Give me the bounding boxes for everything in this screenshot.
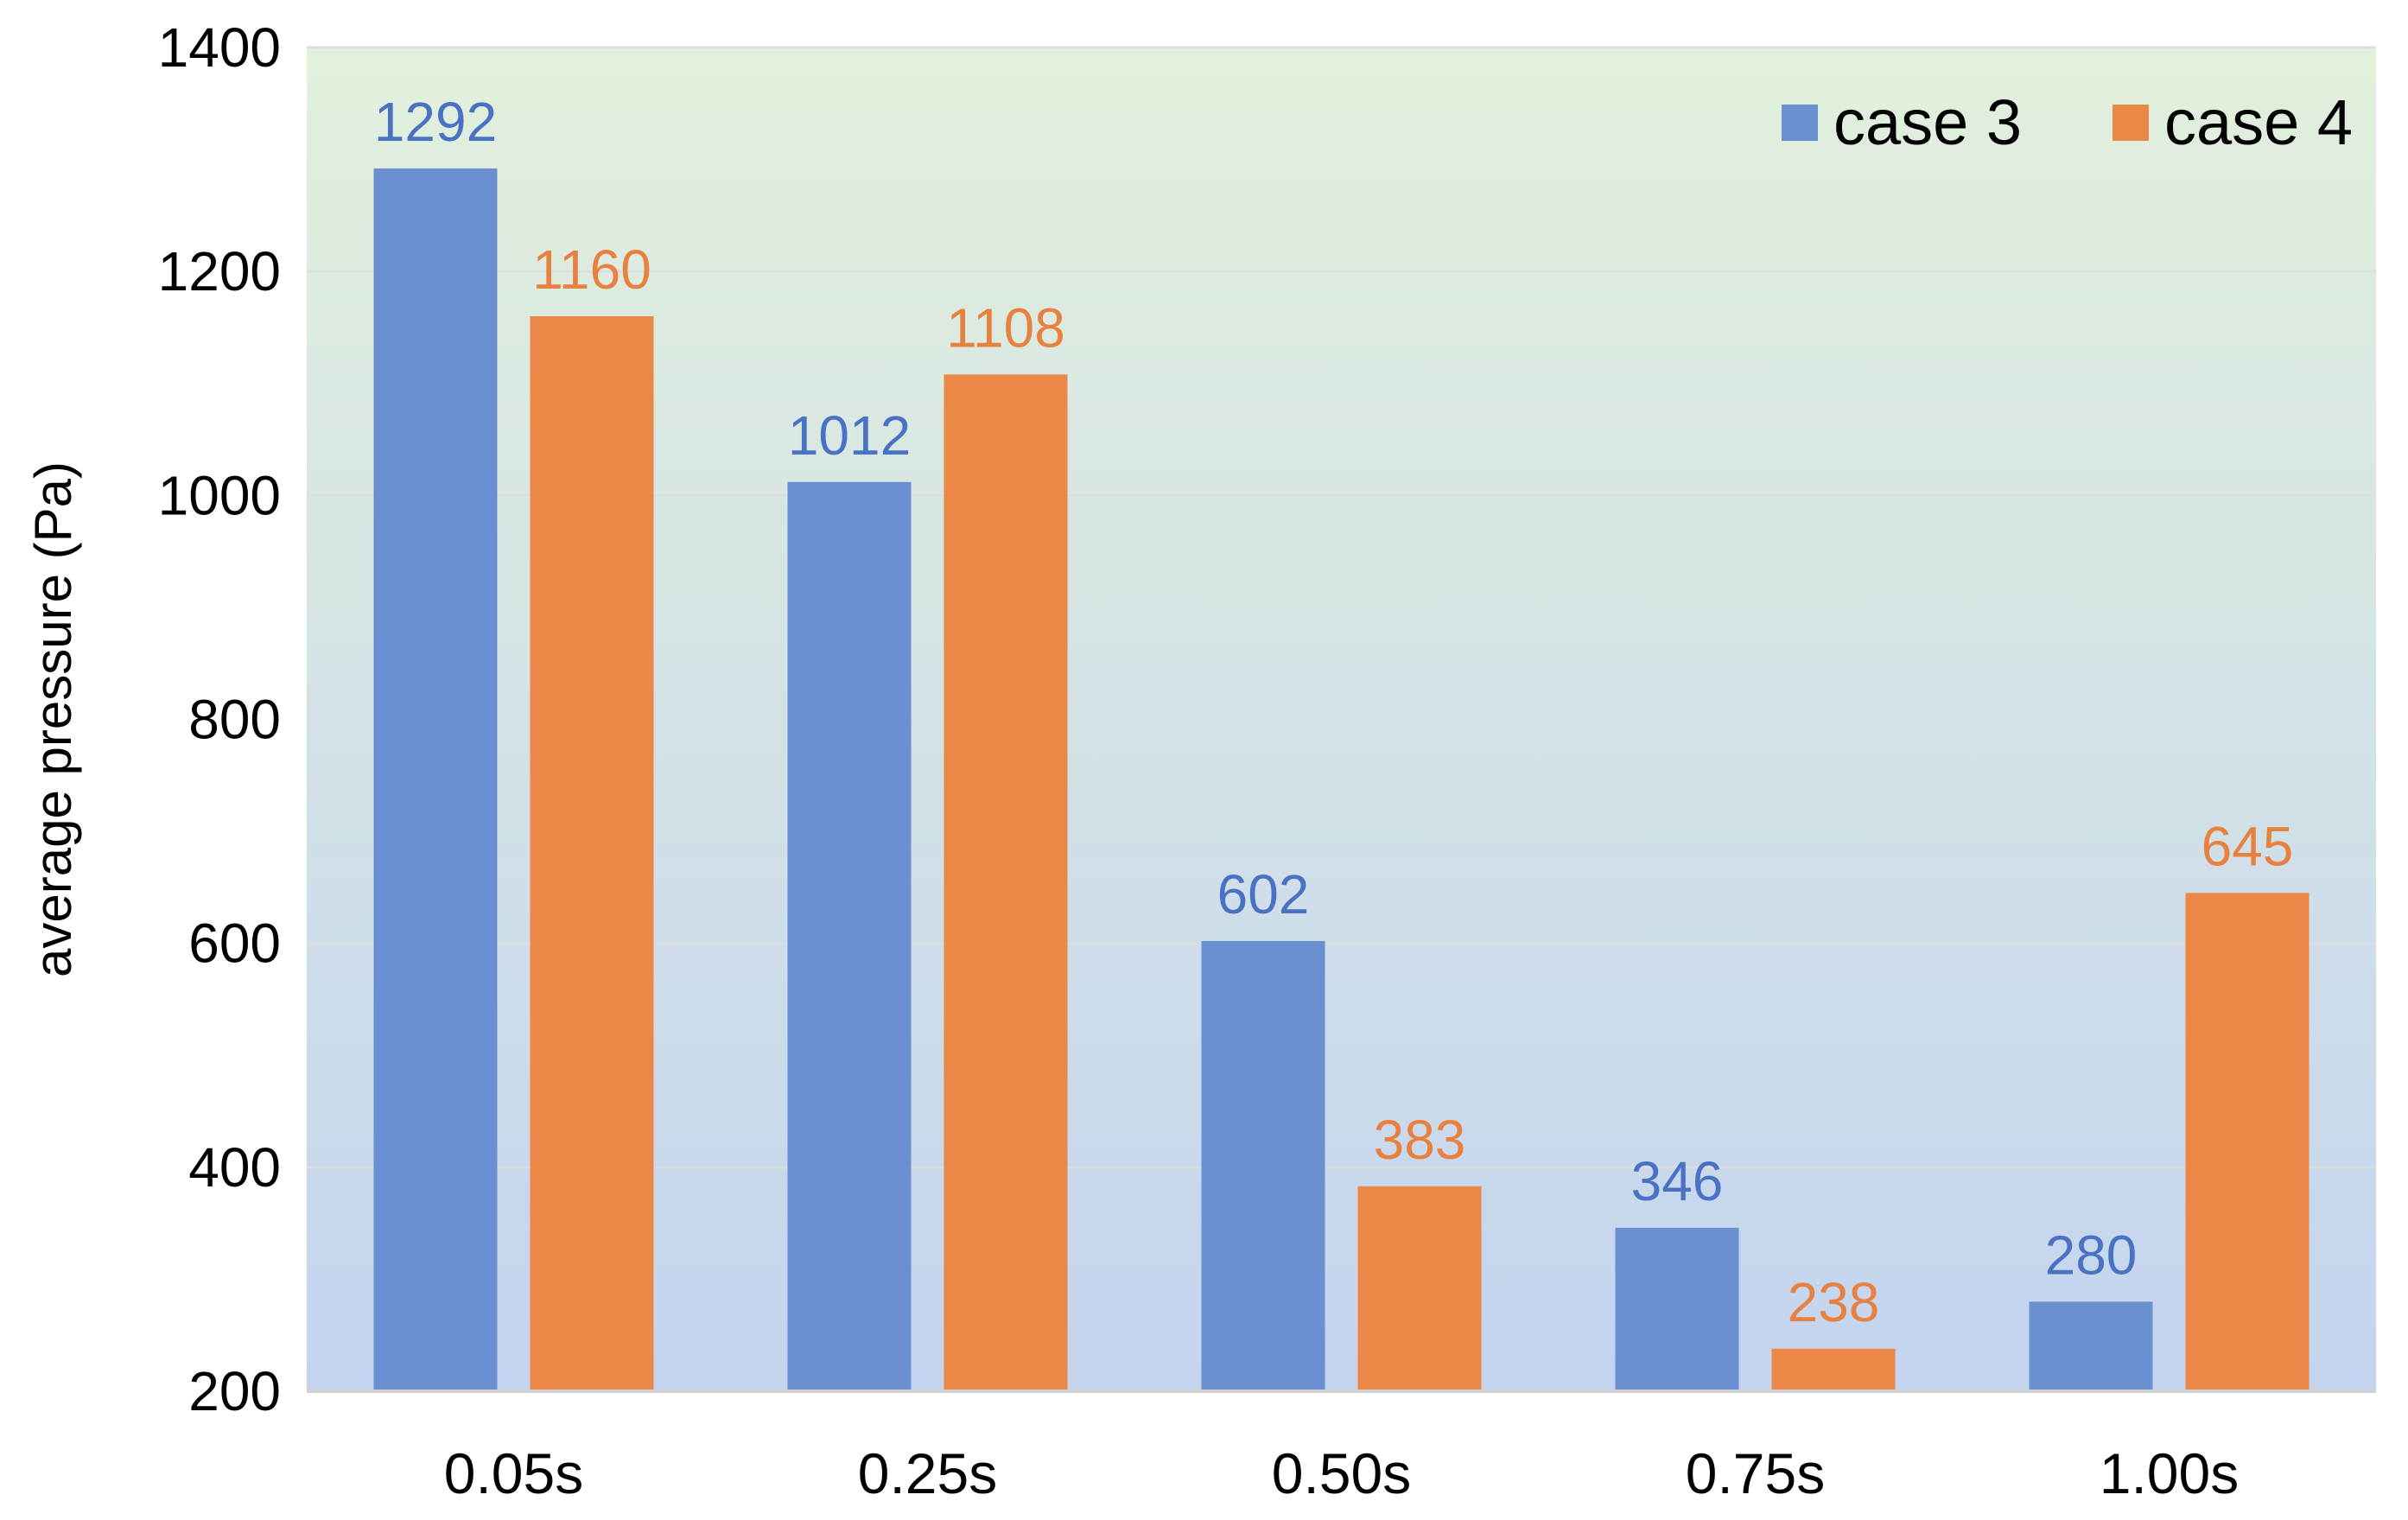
data-label: 1292 bbox=[374, 91, 497, 153]
x-tick-label: 1.00s bbox=[2100, 1441, 2239, 1505]
data-label: 346 bbox=[1631, 1150, 1724, 1212]
data-label: 238 bbox=[1788, 1271, 1880, 1333]
bar-case-3-0.50s bbox=[1201, 941, 1325, 1391]
y-axis-title: average pressure (Pa) bbox=[24, 461, 82, 977]
x-tick-label: 0.75s bbox=[1686, 1441, 1825, 1505]
data-label: 645 bbox=[2202, 815, 2294, 877]
axes: 200 400 600 800 1000 1200 1400 0.05s 0.25s 0.50s 0… bbox=[24, 16, 2376, 1505]
y-tick-label: 600 bbox=[188, 913, 281, 975]
y-tick-label: 400 bbox=[188, 1136, 281, 1199]
data-label: 383 bbox=[1374, 1109, 1466, 1171]
y-tick-label: 800 bbox=[188, 689, 281, 751]
data-label: 280 bbox=[2045, 1224, 2138, 1286]
y-tick-label: 200 bbox=[188, 1360, 281, 1422]
legend-swatch bbox=[1782, 105, 1818, 141]
bars bbox=[373, 168, 2310, 1392]
y-tick-label: 1000 bbox=[158, 464, 281, 526]
data-label: 1108 bbox=[946, 296, 1065, 359]
bar-case-4-0.75s bbox=[1771, 1348, 1896, 1391]
data-labels: 1292 1160 1012 1108 602 383 346 238 280 645 bbox=[374, 91, 2294, 1333]
legend: case 3 case 4 bbox=[1782, 86, 2353, 158]
data-label: 1012 bbox=[788, 404, 911, 467]
x-tick-label: 0.50s bbox=[1272, 1441, 1411, 1505]
data-label: 1160 bbox=[532, 238, 651, 301]
legend-label: case 4 bbox=[2164, 86, 2353, 158]
bar-case-4-0.50s bbox=[1357, 1186, 1482, 1391]
bar-case-4-0.25s bbox=[944, 374, 1068, 1392]
bar-case-3-1.00s bbox=[2029, 1301, 2153, 1391]
data-label: 602 bbox=[1217, 863, 1310, 925]
x-tick-label: 0.05s bbox=[444, 1441, 583, 1505]
bar-case-3-0.25s bbox=[787, 481, 912, 1391]
x-tick-label: 0.25s bbox=[858, 1441, 997, 1505]
y-tick-label: 1400 bbox=[158, 16, 281, 79]
legend-label: case 3 bbox=[1833, 86, 2022, 158]
bar-case-4-0.05s bbox=[530, 316, 654, 1391]
bar-case-3-0.05s bbox=[373, 168, 498, 1392]
legend-swatch bbox=[2113, 105, 2149, 141]
bar-case-4-1.00s bbox=[2185, 893, 2310, 1391]
bar-case-3-0.75s bbox=[1615, 1227, 1739, 1391]
y-tick-label: 1200 bbox=[158, 240, 281, 302]
